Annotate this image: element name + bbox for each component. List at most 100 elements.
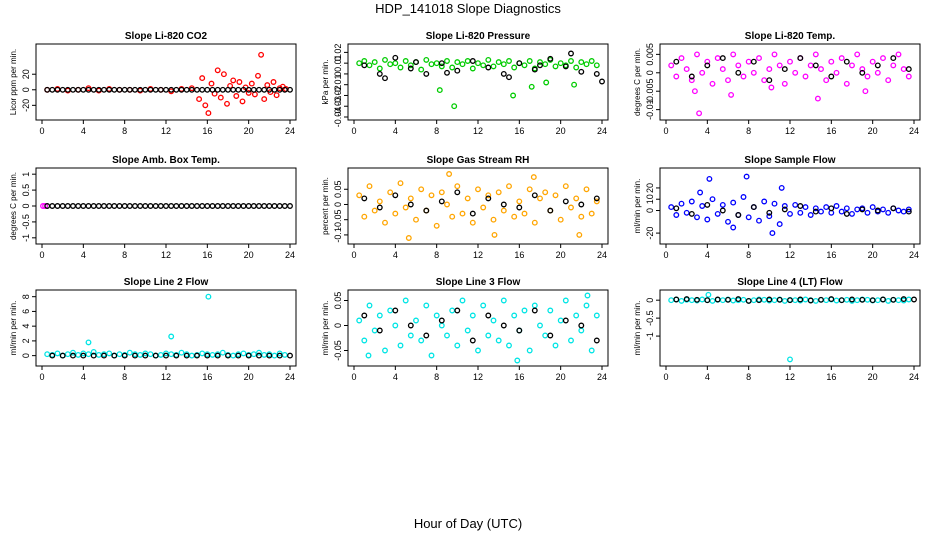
panel-5-y-tick-label: -0.05 [333, 209, 343, 230]
panel-9-point-colored [781, 297, 788, 304]
panel-2-point-colored [543, 79, 550, 86]
panel-5-point-reference [578, 201, 585, 208]
panel-6-point-colored [683, 209, 690, 216]
panel-3-y-tick-label: -0.005 [645, 78, 655, 104]
panel-9-point-colored [705, 291, 712, 298]
panel-6-point-colored [905, 206, 912, 213]
panel-3-x-tick-label: 4 [705, 126, 710, 136]
panel-3-point-colored [869, 58, 876, 65]
panel-2-point-reference [500, 70, 507, 77]
panel-6-point-reference [735, 212, 742, 218]
panel-9-point-reference [735, 296, 742, 303]
panel-2-x-tick-label: 8 [434, 126, 439, 136]
panel-5-point-reference [392, 192, 399, 199]
panel-5-point-colored [382, 219, 388, 226]
panel-1-point-reference [90, 86, 97, 93]
panel-2-point-colored [418, 66, 425, 73]
panel-3-x-tick-label: 24 [909, 126, 919, 136]
panel-7-point-colored [137, 351, 144, 358]
panel-5-point-reference [562, 198, 569, 205]
panel-4-point-reference [204, 203, 211, 209]
panel-7-y-tick-label: 4 [21, 324, 31, 329]
panel-6-y-tick-label: 0 [645, 208, 655, 213]
panel-6-point-colored [678, 200, 685, 207]
panel-8-point-colored [387, 307, 394, 314]
panel-5-point-colored [526, 186, 533, 193]
panel-1-point-colored [258, 51, 265, 58]
panel-1-point-reference [271, 86, 278, 93]
panel-5-point-colored [387, 189, 394, 196]
panel-2-point-colored [387, 61, 394, 68]
panel-3-x-tick-label: 12 [785, 126, 795, 136]
panel-6-title: Slope Sample Flow [744, 155, 835, 166]
panel-8-point-reference [423, 332, 430, 339]
panel-6-point-reference [781, 206, 788, 213]
panel-8-point-colored [438, 322, 445, 329]
panel-4-point-reference [147, 203, 154, 209]
panel-6-point-colored [668, 204, 675, 211]
panel-9-point-colored [699, 296, 706, 303]
panel-3-point-reference [859, 69, 866, 76]
panel-5-point-colored [542, 189, 549, 196]
panel-3-point-reference [828, 73, 835, 80]
panel-9-x-tick-label: 12 [785, 372, 795, 382]
panel-1-point-colored [273, 92, 280, 99]
panel-4-x-tick-label: 20 [244, 250, 254, 260]
panel-6-point-colored [880, 206, 886, 213]
panel-6-point-colored [694, 214, 700, 221]
panel-4-point-reference [219, 203, 226, 209]
panel-3-point-colored [735, 62, 742, 69]
panel-4-point-reference [261, 203, 268, 209]
panel-9-point-reference [766, 296, 773, 303]
panel-9-point-reference [838, 297, 845, 304]
panel-1-x-tick-label: 12 [161, 126, 171, 136]
panel-5-point-colored [511, 213, 518, 220]
panel-7-point-colored [209, 351, 216, 358]
panel-1-y-tick-label: 20 [21, 69, 31, 79]
panel-4-point-reference [168, 203, 175, 209]
panel-2-y-tick-label: -0.04 [333, 107, 343, 128]
panel-8-y-axis-label: ml/min per min. [321, 301, 330, 356]
panel-8-point-colored [547, 307, 554, 314]
panel-4-point-reference [121, 203, 128, 209]
panel-5-point-colored [552, 192, 559, 199]
panel-2-point-reference [537, 62, 543, 69]
panel-8-point-colored [537, 322, 543, 329]
panel-7-point-reference [70, 352, 76, 359]
panel-8-point-reference [593, 337, 600, 344]
panel-5-point-colored [521, 210, 528, 217]
panel-6-x-tick-label: 0 [663, 250, 668, 260]
panel-2-point-reference [599, 78, 605, 85]
panel-3-point-colored [699, 69, 706, 76]
panel-2-point-colored [376, 65, 383, 72]
panel-7-point-reference [101, 352, 107, 359]
panel-4-point-reference [95, 203, 102, 209]
panel-1-point-colored [255, 72, 261, 79]
panel-9-point-colored [843, 296, 850, 303]
panel-8-x-tick-label: 8 [434, 372, 439, 382]
panel-6-point-reference [688, 210, 695, 217]
panel-8-point-reference [562, 317, 569, 324]
panel-7-title: Slope Line 2 Flow [124, 277, 209, 288]
panel-6-point-colored [849, 210, 855, 217]
panel-2-point-colored [571, 81, 578, 88]
panel-6-point-colored [714, 210, 721, 217]
panel-8-point-colored [444, 332, 450, 339]
panel-2-point-reference [531, 66, 538, 73]
panel-6-x-tick-label: 16 [826, 250, 836, 260]
figure-title: HDP_141018 Slope Diagnostics [375, 1, 561, 16]
panel-3-point-colored [802, 73, 809, 80]
panel-2-point-colored [382, 56, 388, 63]
panel-2-point-colored [371, 59, 378, 66]
panel-3-point-reference [781, 66, 788, 73]
panel-5-point-reference [376, 204, 383, 211]
panel-5-point-colored [418, 186, 425, 193]
panel-4-point-reference [59, 203, 66, 209]
panel-6-point-colored [704, 216, 711, 223]
panel-4-point-reference [163, 203, 169, 209]
panel-4-y-tick-label: -0.5 [21, 214, 31, 230]
panel-9-point-colored [678, 297, 685, 304]
panel-5-point-colored [413, 216, 419, 223]
panel-2-point-colored [392, 60, 399, 67]
panel-9-point-reference [818, 296, 824, 303]
